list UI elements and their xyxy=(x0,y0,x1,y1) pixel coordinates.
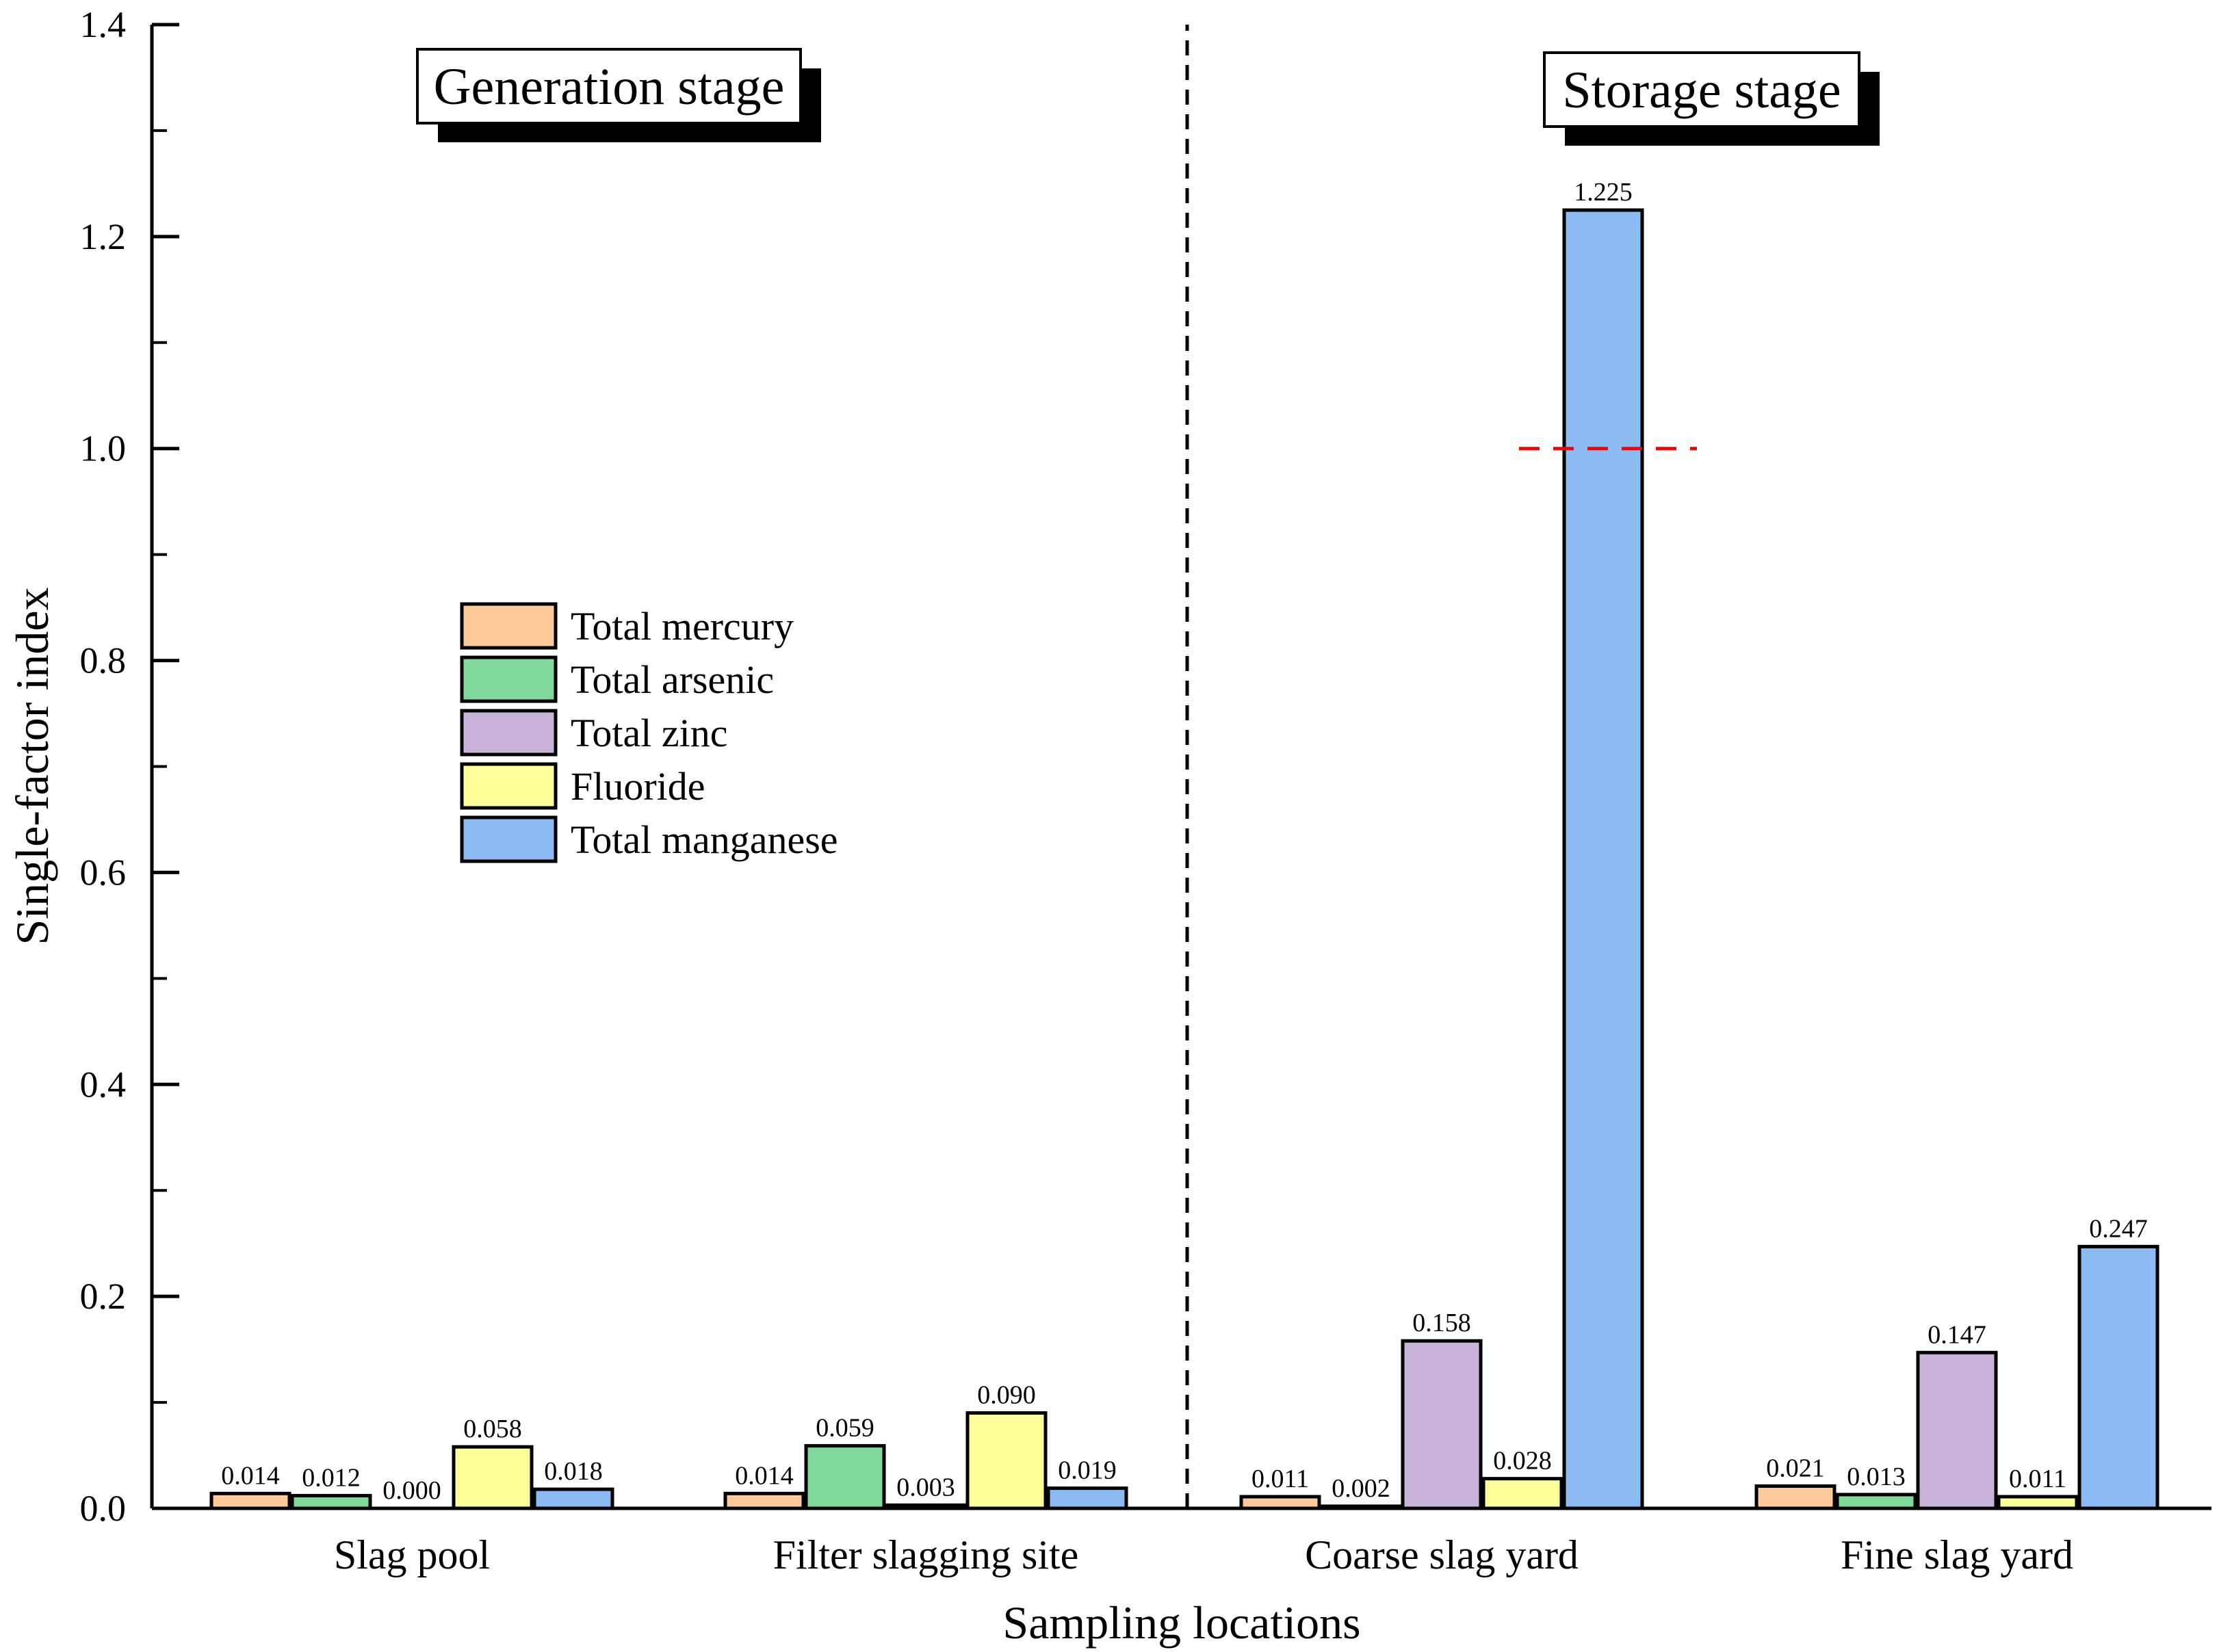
bar-value-label: 0.028 xyxy=(1493,1447,1552,1476)
bar-value-label: 0.000 xyxy=(382,1476,441,1505)
bar-total-arsenic xyxy=(290,1493,372,1510)
y-tick-label: 1.2 xyxy=(80,216,127,257)
x-axis-title: Sampling locations xyxy=(1002,1597,1360,1649)
bar-total-manganese xyxy=(532,1487,614,1510)
bar-total-manganese xyxy=(1046,1486,1128,1510)
y-tick-label: 1.4 xyxy=(80,4,127,45)
bar-value-label: 0.247 xyxy=(2089,1214,2148,1243)
bar-total-mercury xyxy=(209,1491,291,1510)
bar-value-label: 0.059 xyxy=(816,1414,874,1443)
x-category-label: Slag pool xyxy=(334,1532,490,1577)
bar-value-label: 0.018 xyxy=(544,1457,603,1486)
stage-box xyxy=(416,48,802,124)
bar-value-label: 0.021 xyxy=(1766,1454,1825,1482)
bar-fluoride xyxy=(452,1445,534,1510)
bar-total-arsenic xyxy=(1320,1504,1402,1510)
bar-value-label: 0.003 xyxy=(896,1473,955,1502)
bar-value-label: 0.011 xyxy=(2009,1465,2066,1493)
bar-total-mercury xyxy=(1239,1495,1321,1510)
legend-label: Fluoride xyxy=(571,764,705,809)
bar-value-label: 0.014 xyxy=(735,1461,794,1490)
legend-swatch-total-mercury xyxy=(460,602,558,650)
bar-value-label: 0.090 xyxy=(977,1381,1036,1410)
bar-value-label: 0.013 xyxy=(1847,1463,1906,1491)
legend-swatch-fluoride xyxy=(460,762,558,810)
y-tick-label: 1.0 xyxy=(80,428,127,469)
legend-swatch-total-zinc xyxy=(460,709,558,757)
stage-label: Storage stage xyxy=(1562,62,1841,119)
bar-value-label: 0.014 xyxy=(221,1461,280,1490)
legend-label: Total manganese xyxy=(571,817,838,862)
bar-total-arsenic xyxy=(1835,1493,1917,1510)
bar-value-label: 0.019 xyxy=(1058,1456,1117,1485)
legend-swatch-total-arsenic xyxy=(460,655,558,703)
bar-total-manganese xyxy=(2077,1244,2159,1510)
bar-total-zinc xyxy=(1916,1350,1998,1510)
y-tick-label: 0.2 xyxy=(80,1276,127,1317)
bar-total-zinc xyxy=(1401,1339,1483,1510)
bar-fluoride xyxy=(965,1411,1048,1510)
bar-fluoride xyxy=(1481,1477,1563,1510)
x-category-label: Filter slagging site xyxy=(773,1532,1079,1577)
bar-value-label: 0.002 xyxy=(1332,1474,1390,1503)
bar-value-label: 0.158 xyxy=(1412,1309,1471,1337)
y-tick-label: 0.4 xyxy=(80,1064,127,1105)
y-tick-label: 0.6 xyxy=(80,852,127,893)
x-category-label: Fine slag yard xyxy=(1841,1532,2073,1577)
bar-value-label: 0.011 xyxy=(1251,1465,1309,1493)
bar-total-mercury xyxy=(1754,1484,1837,1510)
bar-value-label: 0.012 xyxy=(302,1463,361,1492)
legend-swatch-total-manganese xyxy=(460,815,558,863)
bar-total-manganese xyxy=(1562,208,1644,1510)
y-tick-label: 0.0 xyxy=(80,1488,127,1529)
bar-total-arsenic xyxy=(804,1444,886,1510)
bar-total-mercury xyxy=(723,1491,805,1510)
legend-label: Total arsenic xyxy=(571,657,774,702)
stage-box xyxy=(1543,51,1860,128)
bar-value-label: 0.058 xyxy=(463,1415,522,1443)
legend-label: Total mercury xyxy=(571,604,794,648)
y-axis-title: Single-factor index xyxy=(6,587,58,945)
legend-label: Total zinc xyxy=(571,711,727,755)
stage-label: Generation stage xyxy=(434,58,785,116)
bar-fluoride xyxy=(1997,1495,2079,1510)
x-category-label: Coarse slag yard xyxy=(1305,1532,1579,1577)
bar-value-label: 1.225 xyxy=(1574,178,1633,207)
plot-area: 0.0 0.2 0.4 0.6 0.8 1.0 1.2 1.4 0.014 0.012 0.000 0… xyxy=(6,4,2211,1649)
bar-value-label: 0.147 xyxy=(1928,1320,1986,1349)
y-tick-label: 0.8 xyxy=(80,640,127,681)
bar-total-zinc xyxy=(885,1503,967,1510)
